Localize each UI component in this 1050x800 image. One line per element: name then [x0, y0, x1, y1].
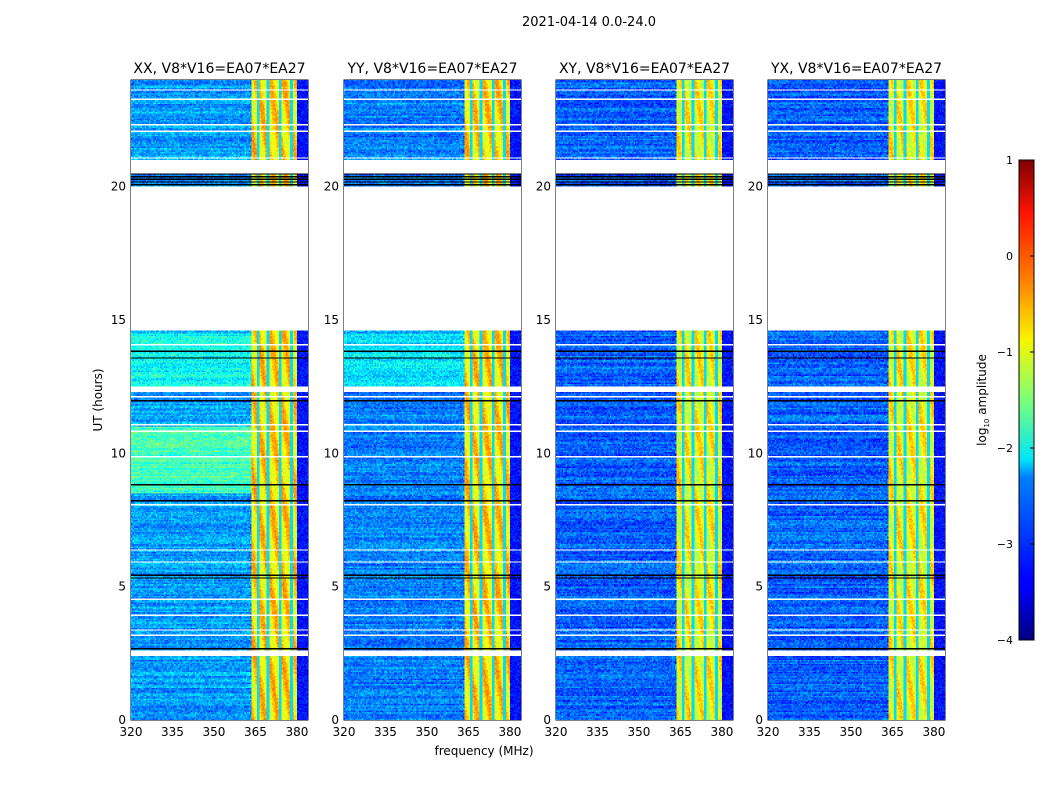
colorbar-tick-label: −2	[997, 442, 1013, 455]
y-tick-label: 5	[543, 580, 551, 594]
y-tick-label: 0	[755, 713, 763, 727]
y-tick-label: 10	[111, 446, 126, 460]
x-tick-label: 320	[333, 725, 356, 739]
y-tick-label: 15	[748, 313, 763, 327]
x-tick-label: 320	[120, 725, 143, 739]
panel-title: YY, V8*V16=EA07*EA27	[346, 61, 517, 77]
waterfall-xy	[556, 80, 733, 720]
x-tick-label: 380	[498, 725, 521, 739]
waterfall-xx	[131, 80, 308, 720]
x-tick-label: 350	[203, 725, 226, 739]
colorbar-tick-label: −3	[997, 538, 1013, 551]
panel: XY, V8*V16=EA07*EA27 320 335 350 365 380 0 5 10 1…	[536, 61, 734, 739]
x-tick-label: 350	[840, 725, 863, 739]
y-tick-label: 10	[324, 446, 339, 460]
y-tick-label: 0	[118, 713, 126, 727]
y-tick-label: 0	[331, 713, 339, 727]
colorbar-gradient	[1018, 159, 1035, 641]
waterfall-yy	[344, 80, 521, 720]
x-tick-label: 380	[285, 725, 308, 739]
y-tick-label: 15	[324, 313, 339, 327]
y-axis-label: UT (hours)	[91, 368, 105, 431]
x-tick-label: 365	[244, 725, 267, 739]
x-tick-label: 365	[457, 725, 480, 739]
x-tick-label: 335	[374, 725, 397, 739]
colorbar-label: log10 amplitude	[975, 354, 991, 446]
y-tick-label: 20	[111, 180, 126, 194]
x-tick-label: 365	[881, 725, 904, 739]
y-tick-label: 0	[543, 713, 551, 727]
y-tick-label: 10	[536, 446, 551, 460]
colorbar-tick-label: −1	[997, 346, 1013, 359]
x-tick-label: 335	[161, 725, 184, 739]
y-tick-label: 20	[536, 180, 551, 194]
colorbar-tick-label: 0	[1006, 250, 1013, 263]
y-tick-label: 15	[111, 313, 126, 327]
x-tick-label: 380	[922, 725, 945, 739]
x-tick-label: 350	[628, 725, 651, 739]
panel-title: XX, V8*V16=EA07*EA27	[133, 61, 305, 77]
panel-title: YX, V8*V16=EA07*EA27	[770, 61, 942, 77]
x-tick-label: 335	[586, 725, 609, 739]
y-tick-label: 5	[118, 580, 126, 594]
y-tick-label: 5	[331, 580, 339, 594]
waterfall-yx	[768, 80, 945, 720]
x-tick-label: 380	[710, 725, 733, 739]
x-axis-label: frequency (MHz)	[434, 744, 533, 758]
x-tick-label: 320	[545, 725, 568, 739]
suptitle: 2021-04-14 0.0-24.0	[522, 15, 656, 30]
y-tick-label: 20	[748, 180, 763, 194]
panel-title: XY, V8*V16=EA07*EA27	[559, 61, 730, 77]
x-tick-label: 335	[798, 725, 821, 739]
colorbar-tick-label: −4	[997, 634, 1013, 647]
y-tick-label: 10	[748, 446, 763, 460]
colorbar-tick-label: 1	[1006, 154, 1013, 167]
colorbar: 1 0 −1 −2 −3 −4 log10 amplitude	[975, 154, 1035, 647]
panel: XX, V8*V16=EA07*EA27 320 335 350 365 380 0 5 10 1…	[111, 61, 309, 739]
x-tick-label: 350	[416, 725, 439, 739]
x-tick-label: 365	[669, 725, 692, 739]
x-tick-label: 320	[757, 725, 780, 739]
y-tick-label: 5	[755, 580, 763, 594]
y-tick-label: 15	[536, 313, 551, 327]
y-tick-label: 20	[324, 180, 339, 194]
